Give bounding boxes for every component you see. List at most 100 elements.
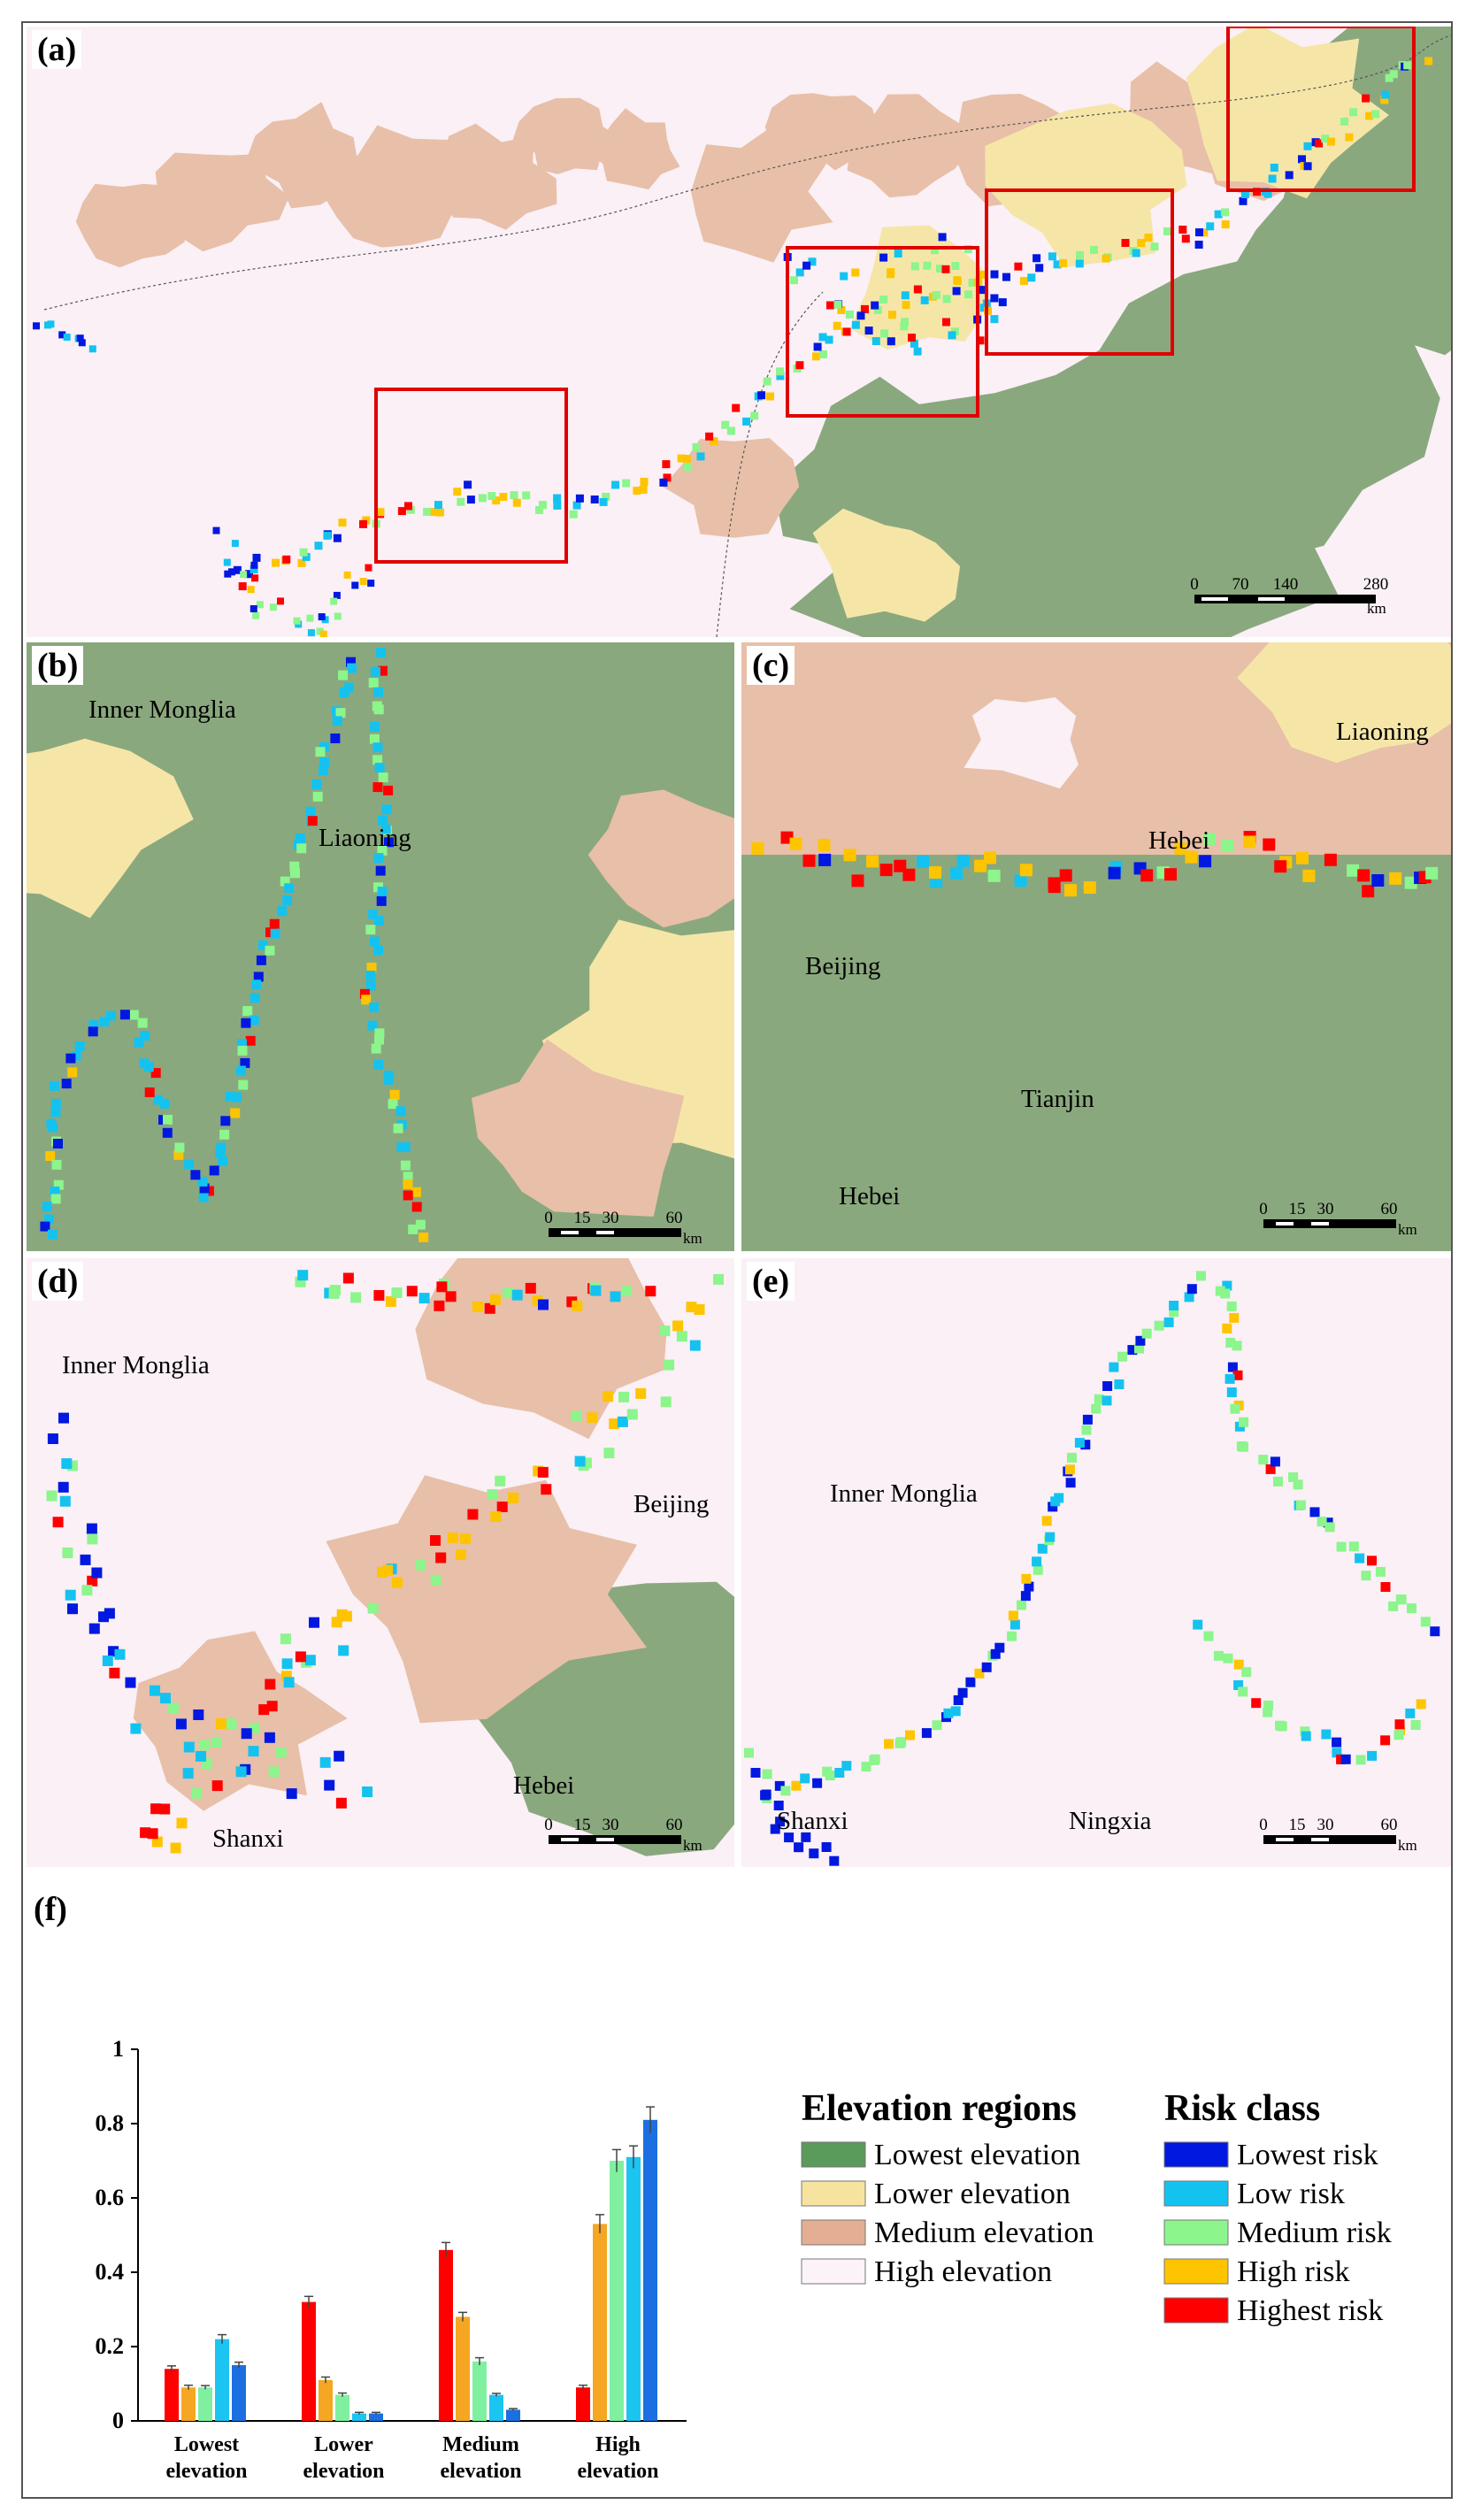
risk-cell	[913, 285, 922, 294]
risk-cell	[1301, 1731, 1311, 1741]
y-tick-label: 0.2	[96, 2333, 125, 2359]
risk-cell	[478, 494, 487, 503]
risk-cell	[726, 426, 735, 435]
risk-cell	[1035, 264, 1044, 273]
risk-cell	[436, 1281, 448, 1293]
risk-cell	[212, 526, 220, 534]
risk-cell	[265, 945, 275, 956]
risk-cell	[61, 1079, 72, 1089]
risk-cell	[1233, 1659, 1244, 1670]
map-d-canvas	[27, 1258, 734, 1867]
risk-cell	[1410, 1720, 1421, 1730]
risk-cell	[175, 1718, 187, 1730]
risk-cell	[861, 304, 869, 313]
risk-cell	[1220, 1288, 1231, 1299]
risk-cell	[374, 1028, 385, 1039]
risk-cell	[938, 233, 947, 242]
risk-cell	[1184, 1292, 1194, 1302]
risk-cell	[1185, 850, 1198, 864]
y-tick-label: 0.8	[96, 2110, 125, 2136]
x-tick-label: elevation	[166, 2460, 248, 2483]
legend-swatch	[1163, 2141, 1229, 2168]
map-background	[741, 1258, 1451, 1867]
risk-cell	[151, 1836, 163, 1848]
risk-cell	[948, 331, 956, 340]
risk-cell	[921, 1728, 932, 1739]
risk-cell	[809, 1848, 819, 1859]
risk-cell	[1163, 227, 1171, 235]
bar	[198, 2387, 212, 2421]
risk-cell	[818, 839, 831, 851]
x-tick-label: elevation	[578, 2460, 659, 2483]
risk-cell	[88, 1026, 98, 1037]
risk-cell	[74, 1041, 85, 1051]
risk-cell	[466, 496, 475, 504]
risk-cell	[256, 955, 266, 965]
risk-cell	[411, 1187, 421, 1197]
risk-cell	[330, 734, 341, 743]
risk-cell	[1021, 1573, 1032, 1584]
risk-cell	[1232, 1341, 1242, 1351]
risk-cell	[910, 262, 919, 271]
place-label: Beijing	[805, 952, 881, 980]
risk-cell	[896, 1737, 907, 1748]
place-label: Hebei	[839, 1182, 901, 1210]
risk-cell	[908, 334, 916, 342]
risk-cell	[342, 1272, 354, 1284]
x-tick-label: Lowest	[174, 2433, 239, 2456]
risk-cell	[372, 755, 383, 765]
risk-cell	[150, 1068, 161, 1079]
zoom-box	[985, 188, 1174, 356]
risk-cell	[373, 916, 384, 926]
bar	[593, 2224, 607, 2421]
risk-cell	[251, 980, 262, 990]
x-tick-label: Lower	[314, 2433, 373, 2456]
risk-cell	[1230, 1403, 1240, 1414]
risk-cell	[800, 1773, 810, 1784]
risk-cell	[829, 1855, 840, 1866]
risk-cell	[253, 972, 264, 982]
risk-cell	[603, 1448, 615, 1459]
risk-cell	[295, 833, 305, 843]
risk-cell	[1221, 839, 1234, 852]
risk-cell	[333, 534, 342, 542]
risk-cell	[1371, 874, 1385, 887]
risk-cell	[377, 815, 388, 826]
risk-cell	[374, 763, 385, 773]
risk-cell	[198, 1192, 209, 1202]
risk-cell	[776, 367, 784, 376]
risk-cell	[987, 869, 1001, 882]
risk-cell	[380, 824, 391, 834]
risk-cell	[541, 1484, 552, 1495]
risk-cell	[696, 452, 705, 461]
map-panel-b: (b) Inner Monglia Liaoning 0 15 30 60 km	[27, 642, 734, 1251]
elevation-region	[847, 94, 971, 198]
risk-cell	[88, 1019, 99, 1030]
risk-cell	[825, 1771, 835, 1781]
risk-cell	[990, 294, 999, 303]
risk-cell	[770, 1824, 780, 1834]
risk-cell	[1381, 90, 1390, 99]
elevation-region	[1224, 111, 1451, 356]
risk-cell	[812, 352, 820, 361]
risk-cell	[902, 301, 910, 310]
risk-cell	[455, 1549, 466, 1561]
legend-label: High risk	[1237, 2255, 1350, 2288]
risk-cell	[160, 1693, 171, 1704]
risk-cell	[535, 505, 543, 514]
risk-cell	[1355, 1553, 1365, 1563]
risk-cell	[297, 1270, 309, 1281]
risk-cell	[1380, 96, 1389, 104]
legend-swatch	[1163, 2258, 1229, 2285]
risk-cell	[1226, 1387, 1237, 1397]
risk-cell	[1102, 1381, 1113, 1391]
risk-cell	[1140, 869, 1154, 882]
risk-cell	[599, 497, 608, 506]
risk-cell	[1154, 1320, 1164, 1331]
risk-cell	[368, 909, 379, 919]
risk-cell	[223, 558, 231, 566]
risk-cell	[404, 502, 412, 511]
risk-cell	[572, 1300, 583, 1311]
risk-cell	[508, 1492, 519, 1503]
risk-cell	[843, 849, 856, 862]
